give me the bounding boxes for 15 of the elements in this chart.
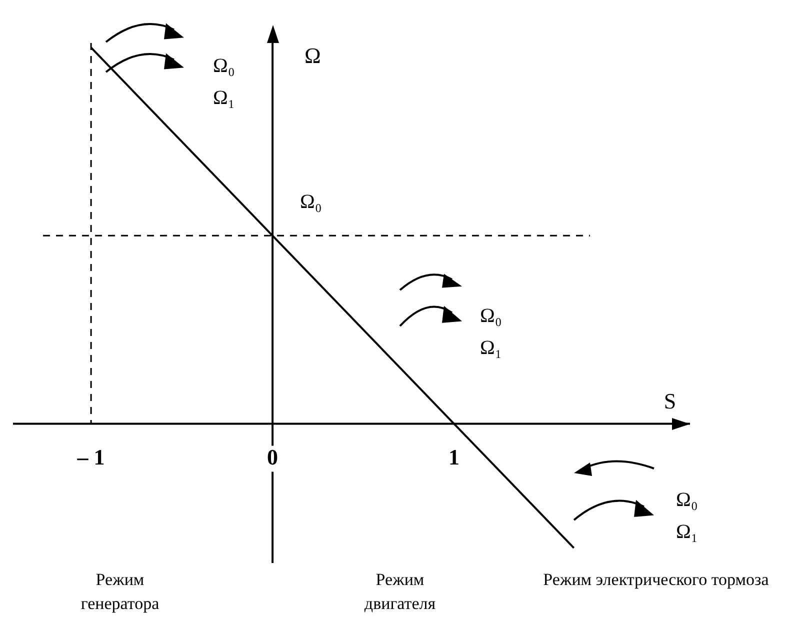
y-axis-title: Ω (304, 42, 321, 68)
annotation: Ω₀ (300, 190, 322, 215)
annotation: Ω₀ (676, 488, 698, 513)
annotation: Ω₁ (213, 86, 235, 111)
x-tick-label: 0 (267, 444, 278, 470)
text: Режим электрического тормоза (542, 569, 770, 591)
text: Режим генератора (80, 569, 160, 615)
text: Режим двигателя (363, 569, 437, 615)
annotation: Ω₀ (213, 54, 235, 79)
x-axis-title: S (664, 388, 676, 414)
x-tick-label: – 1 (76, 444, 105, 470)
annotation: Ω₁ (676, 520, 698, 545)
annotation: Ω₀ (480, 304, 502, 329)
annotation: Ω₁ (480, 336, 502, 361)
x-tick-label: 1 (448, 444, 460, 470)
